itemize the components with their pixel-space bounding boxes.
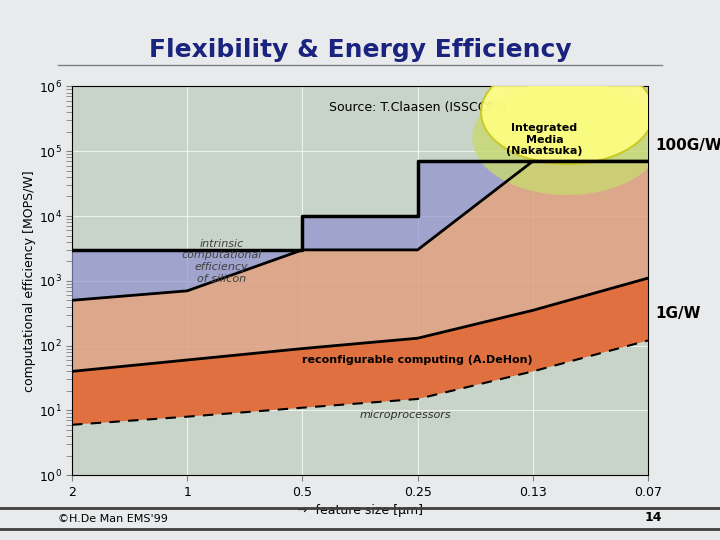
Polygon shape — [72, 278, 648, 425]
Text: Source: T.Claasen (ISSCC99): Source: T.Claasen (ISSCC99) — [328, 101, 507, 114]
Text: 14: 14 — [645, 511, 662, 524]
Polygon shape — [472, 81, 662, 195]
Y-axis label: computational efficiency [MOPS/W]: computational efficiency [MOPS/W] — [23, 170, 36, 392]
X-axis label: →  feature size [μm]: → feature size [μm] — [297, 504, 423, 517]
Text: reconfigurable computing (A.DeHon): reconfigurable computing (A.DeHon) — [302, 355, 533, 365]
Text: ©H.De Man EMS'99: ©H.De Man EMS'99 — [58, 514, 168, 524]
Text: intrinsic
computational
efficiency
of silicon: intrinsic computational efficiency of si… — [181, 239, 262, 284]
Polygon shape — [481, 60, 654, 164]
Text: Integrated
Media
(Nakatsuka): Integrated Media (Nakatsuka) — [506, 123, 582, 157]
Text: 100G/W: 100G/W — [655, 138, 720, 153]
Text: microprocessors: microprocessors — [360, 410, 451, 420]
Text: 1G/W: 1G/W — [655, 306, 701, 321]
Text: Flexibility & Energy Efficiency: Flexibility & Energy Efficiency — [149, 38, 571, 62]
Polygon shape — [72, 161, 648, 372]
Polygon shape — [72, 161, 648, 300]
